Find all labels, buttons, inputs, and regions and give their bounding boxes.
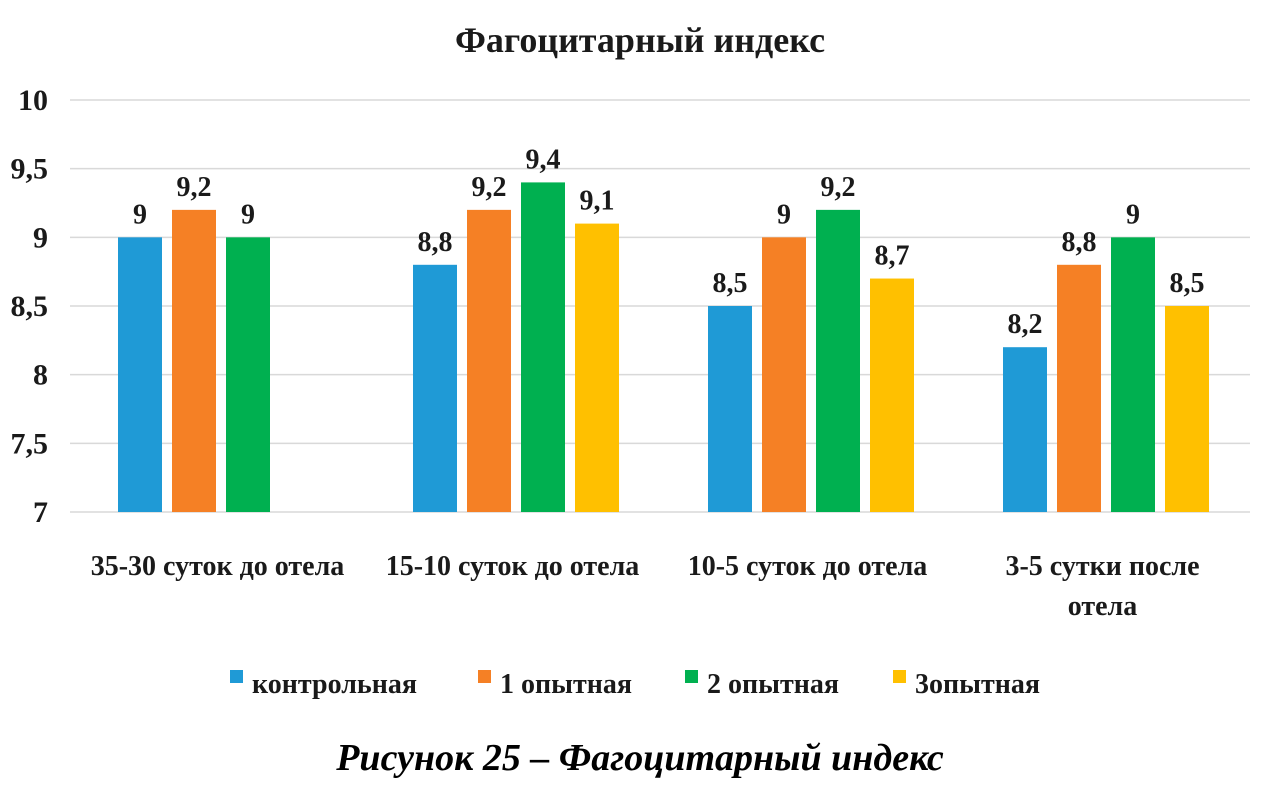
y-tick-label: 8 xyxy=(33,359,48,392)
legend-label: 3опытная xyxy=(915,669,1040,700)
y-axis-tick-labels: 7 7,5 8 8,5 9 9,5 10 xyxy=(11,84,49,529)
bar-1-2 xyxy=(413,264,457,512)
category-label: 15-10 суток до отела xyxy=(386,551,640,582)
data-label: 9,2 xyxy=(177,172,212,203)
data-label: 9,1 xyxy=(580,186,615,217)
category-label: 3-5 сутки после отела xyxy=(1005,551,1199,622)
y-tick-label: 7,5 xyxy=(11,427,49,460)
data-label: 9 xyxy=(133,199,147,230)
legend-label: 1 опытная xyxy=(500,669,632,700)
legend-swatch xyxy=(230,670,243,683)
chart-title: Фагоцитарный индекс xyxy=(455,20,825,60)
data-label: 9,2 xyxy=(821,172,856,203)
data-label: 9,4 xyxy=(526,144,561,175)
bar-3-4 xyxy=(1111,237,1155,513)
legend-swatch xyxy=(893,670,906,683)
bar-3-2 xyxy=(521,182,565,512)
y-tick-label: 8,5 xyxy=(11,290,49,323)
data-label: 9 xyxy=(241,199,255,230)
bar-3-3 xyxy=(816,209,860,512)
bar-2-2 xyxy=(467,209,511,512)
legend: контрольная 1 опытная 2 опытная 3опытная xyxy=(230,669,1040,700)
data-label: 8,7 xyxy=(875,241,910,272)
category-label: 35-30 суток до отела xyxy=(91,551,345,582)
data-labels: 9 9,2 9 8,8 9,2 9,4 9,1 8,5 9 9,2 8,7 8,2 8,8 9 8,5 xyxy=(133,144,1205,340)
y-tick-label: 10 xyxy=(18,84,48,117)
bar-2-4 xyxy=(1057,264,1101,512)
legend-swatch xyxy=(685,670,698,683)
bars xyxy=(118,182,1209,513)
data-label: 9 xyxy=(777,199,791,230)
data-label: 9,2 xyxy=(472,172,507,203)
data-label: 9 xyxy=(1126,199,1140,230)
bar-4-4 xyxy=(1165,306,1209,512)
bar-2-3 xyxy=(762,237,806,513)
bar-2-1 xyxy=(172,209,216,512)
bar-4-3 xyxy=(870,278,914,512)
data-label: 8,8 xyxy=(1062,227,1097,258)
y-tick-label: 9,5 xyxy=(11,153,49,186)
legend-label: контрольная xyxy=(252,669,417,700)
bar-1-1 xyxy=(118,237,162,513)
figure-caption: Рисунок 25 – Фагоцитарный индекс xyxy=(335,737,944,779)
category-labels: 35-30 суток до отела 15-10 суток до отела… xyxy=(91,551,1200,622)
data-label: 8,5 xyxy=(1170,268,1205,299)
bar-1-3 xyxy=(708,306,752,512)
y-tick-label: 9 xyxy=(33,221,48,254)
data-label: 8,2 xyxy=(1008,309,1043,340)
data-label: 8,5 xyxy=(713,268,748,299)
y-tick-label: 7 xyxy=(33,496,48,529)
legend-swatch xyxy=(478,670,491,683)
bar-3-1 xyxy=(226,237,270,513)
category-label: 10-5 суток до отела xyxy=(688,551,928,582)
data-label: 8,8 xyxy=(418,227,453,258)
legend-label: 2 опытная xyxy=(707,669,839,700)
bar-1-4 xyxy=(1003,347,1047,512)
bar-4-2 xyxy=(575,223,619,512)
